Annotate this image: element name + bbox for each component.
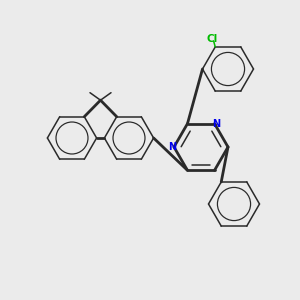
- Text: Cl: Cl: [207, 34, 218, 44]
- Text: N: N: [212, 118, 220, 129]
- Text: N: N: [168, 142, 177, 152]
